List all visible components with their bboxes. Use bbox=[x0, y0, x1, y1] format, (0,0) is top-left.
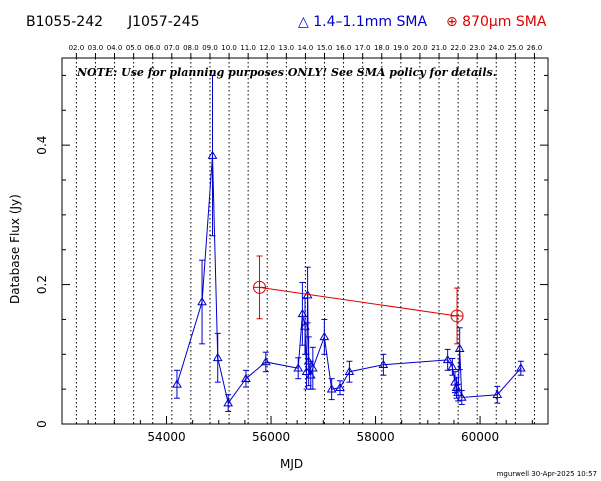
top-axis-year-label: 06.0 bbox=[145, 44, 161, 52]
top-axis-year-label: 18.0 bbox=[374, 44, 390, 52]
x-tick-label: 60000 bbox=[461, 430, 499, 444]
x-axis-label: MJD bbox=[280, 457, 304, 471]
data-point-triangle bbox=[223, 398, 234, 407]
data-point-triangle bbox=[335, 382, 345, 392]
data-point-triangle bbox=[197, 297, 207, 306]
top-axis-year-label: 19.0 bbox=[393, 44, 409, 52]
top-axis-year-label: 17.0 bbox=[355, 44, 371, 52]
top-axis-year-label: 03.0 bbox=[88, 44, 104, 52]
top-axis-year-label: 24.0 bbox=[488, 44, 504, 52]
x-tick-label: 58000 bbox=[356, 430, 394, 444]
data-point-triangle bbox=[297, 308, 308, 318]
top-axis-year-label: 14.0 bbox=[298, 44, 314, 52]
legend-red-series: ⊕ 870μm SMA bbox=[446, 14, 547, 30]
data-point-triangle bbox=[241, 373, 251, 382]
data-point-triangle bbox=[307, 363, 318, 372]
data-point-triangle bbox=[207, 150, 218, 159]
top-axis-year-label: 23.0 bbox=[469, 44, 485, 52]
source-name-j2000: J1057-245 bbox=[128, 14, 200, 30]
top-axis-year-label: 07.0 bbox=[164, 44, 180, 52]
x-tick-label: 56000 bbox=[252, 430, 290, 444]
y-tick-label: 0 bbox=[35, 420, 49, 428]
data-point-triangle bbox=[442, 354, 453, 364]
top-axis-year-label: 13.0 bbox=[279, 44, 295, 52]
data-point-triangle bbox=[447, 361, 458, 371]
top-axis-year-label: 05.0 bbox=[126, 44, 142, 52]
data-point-triangle bbox=[454, 343, 465, 353]
legend-blue-series: △ 1.4–1.1mm SMA bbox=[298, 14, 428, 30]
data-point-triangle bbox=[378, 359, 389, 369]
top-axis-year-label: 11.0 bbox=[240, 44, 256, 52]
data-point-triangle bbox=[344, 366, 355, 376]
data-point-triangle bbox=[260, 356, 271, 366]
y-tick-label: 0.2 bbox=[35, 275, 49, 294]
series-line bbox=[176, 155, 522, 405]
y-tick-label: 0.4 bbox=[35, 136, 49, 155]
data-point-triangle bbox=[326, 384, 337, 393]
data-point-triangle bbox=[319, 331, 330, 341]
data-point-triangle bbox=[300, 321, 310, 330]
plot-frame bbox=[61, 57, 549, 425]
data-point-triangle bbox=[293, 363, 304, 372]
top-axis-year-label: 26.0 bbox=[527, 44, 543, 52]
data-point-triangle bbox=[515, 363, 526, 372]
top-axis-year-label: 10.0 bbox=[221, 44, 237, 52]
source-name-b1950: B1055-242 bbox=[26, 14, 104, 30]
top-axis-year-label: 08.0 bbox=[183, 44, 199, 52]
data-point-triangle bbox=[212, 352, 223, 362]
top-axis-year-label: 15.0 bbox=[317, 44, 333, 52]
credit-text: mgurwell 30-Apr-2025 10:57 bbox=[496, 470, 597, 478]
top-axis-year-label: 25.0 bbox=[508, 44, 524, 52]
top-axis-year-label: 12.0 bbox=[259, 44, 275, 52]
top-axis-year-label: 16.0 bbox=[336, 44, 352, 52]
data-point-triangle bbox=[172, 379, 182, 388]
top-axis-year-label: 04.0 bbox=[107, 44, 123, 52]
top-axis-year-label: 02.0 bbox=[69, 44, 85, 52]
data-point-triangle bbox=[456, 392, 467, 401]
top-axis-year-label: 22.0 bbox=[450, 44, 466, 52]
top-axis-year-label: 09.0 bbox=[202, 44, 218, 52]
top-axis-year-label: 21.0 bbox=[431, 44, 447, 52]
data-point-triangle bbox=[303, 356, 314, 365]
x-tick-label: 54000 bbox=[147, 430, 185, 444]
data-point-triangle bbox=[453, 387, 463, 396]
data-point-triangle bbox=[492, 389, 503, 399]
y-axis-label: Database Flux (Jy) bbox=[8, 194, 22, 304]
top-axis-year-label: 20.0 bbox=[412, 44, 428, 52]
series-line bbox=[259, 286, 458, 317]
planning-note: NOTE: Use for planning purposes ONLY! Se… bbox=[77, 66, 497, 79]
